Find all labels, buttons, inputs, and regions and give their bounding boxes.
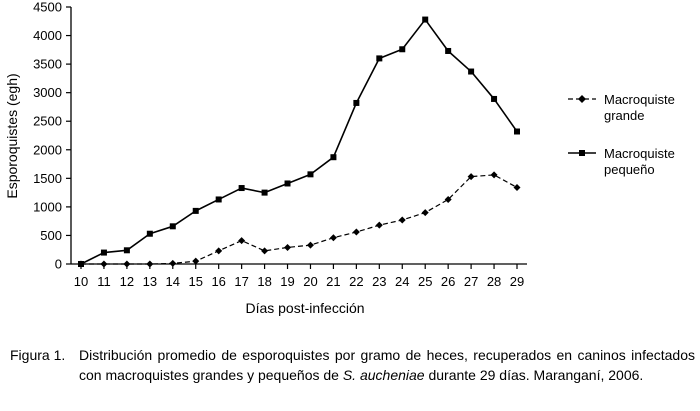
y-tick-label: 500 xyxy=(40,228,62,243)
data-point-pequeno xyxy=(353,99,360,106)
x-tick-label: 24 xyxy=(395,274,409,289)
y-ticks: 0 500 1000 1500 2000 2500 3000 3500 4000 4500 xyxy=(33,0,71,272)
series-line-pequeno xyxy=(80,18,518,265)
plot-area xyxy=(77,16,521,268)
x-tick-label: 21 xyxy=(326,274,340,289)
data-point-pequeno xyxy=(215,196,222,203)
caption-text: Distribución promedio de esporoquistes p… xyxy=(79,345,695,385)
x-tick-label: 11 xyxy=(97,274,111,289)
data-point-grande xyxy=(238,237,246,245)
x-axis-title: Días post-infección xyxy=(245,300,364,316)
x-tick-label: 29 xyxy=(510,274,524,289)
data-point-grande xyxy=(306,241,314,249)
data-point-grande xyxy=(352,228,360,236)
x-tick-label: 19 xyxy=(280,274,294,289)
data-point-grande xyxy=(375,221,383,229)
x-tick-label: 14 xyxy=(166,274,180,289)
legend-item-grande: Macroquiste grande xyxy=(568,92,675,123)
caption-species-name: S. aucheniae xyxy=(342,367,425,383)
data-point-pequeno xyxy=(78,261,84,267)
x-tick-label: 28 xyxy=(487,274,501,289)
x-tick-label: 20 xyxy=(303,274,317,289)
data-point-grande xyxy=(444,195,452,203)
data-point-pequeno xyxy=(169,223,176,230)
data-point-grande xyxy=(490,171,498,179)
y-tick-label: 1000 xyxy=(33,199,62,214)
y-tick-label: 4500 xyxy=(33,0,62,15)
data-point-pequeno xyxy=(146,230,153,237)
y-tick-label: 2500 xyxy=(33,114,62,129)
series-line-grande xyxy=(81,174,518,265)
y-tick-label: 3500 xyxy=(33,57,62,72)
legend-item-pequeno: Macroquiste pequeño xyxy=(568,146,675,177)
caption-text-part1: Distribución promedio de esporoquistes p… xyxy=(79,347,695,383)
x-tick-label: 10 xyxy=(74,274,88,289)
data-point-grande xyxy=(192,257,200,265)
caption-text-part2: durante 29 días. Maranganí, 2006. xyxy=(424,367,644,383)
legend: Macroquiste grande Macroquiste pequeño xyxy=(568,92,675,177)
y-tick-label: 0 xyxy=(55,257,62,272)
x-tick-label: 22 xyxy=(349,274,363,289)
data-point-pequeno xyxy=(491,95,498,102)
legend-label-grande-2: grande xyxy=(604,108,644,123)
data-point-pequeno xyxy=(100,249,107,256)
y-tick-label: 3000 xyxy=(33,85,62,100)
x-tick-label: 27 xyxy=(464,274,478,289)
data-point-pequeno xyxy=(284,180,291,187)
data-point-pequeno xyxy=(261,189,268,196)
data-point-grande xyxy=(329,234,337,242)
x-tick-label: 15 xyxy=(189,274,203,289)
x-ticks: 10 11 12 13 14 15 16 17 18 19 20 21 22 23 24 25 26 27 28 29 xyxy=(74,264,524,289)
data-point-pequeno xyxy=(445,47,452,54)
data-point-pequeno xyxy=(399,46,406,53)
data-point-pequeno xyxy=(422,16,429,23)
caption-label: Figura 1. xyxy=(10,347,66,363)
data-point-pequeno xyxy=(192,207,199,214)
data-point-pequeno xyxy=(330,154,337,161)
x-tick-label: 12 xyxy=(120,274,134,289)
x-tick-label: 17 xyxy=(234,274,248,289)
legend-label-pequeno-1: Macroquiste xyxy=(604,146,675,161)
x-tick-label: 25 xyxy=(418,274,432,289)
x-tick-label: 26 xyxy=(441,274,455,289)
x-tick-label: 18 xyxy=(257,274,271,289)
data-point-grande xyxy=(261,247,269,255)
y-tick-label: 4000 xyxy=(33,28,62,43)
data-point-grande xyxy=(284,243,292,251)
y-axis-title: Esporoquistes (egh) xyxy=(4,73,20,198)
data-point-pequeno xyxy=(376,55,383,62)
data-point-grande xyxy=(146,260,154,268)
data-point-grande xyxy=(123,260,131,268)
data-point-pequeno xyxy=(123,247,130,254)
x-tick-label: 13 xyxy=(143,274,157,289)
x-tick-label: 16 xyxy=(211,274,225,289)
data-point-grande xyxy=(513,183,521,191)
y-tick-label: 2000 xyxy=(33,142,62,157)
legend-label-grande-1: Macroquiste xyxy=(604,92,675,107)
data-point-grande xyxy=(467,173,475,181)
data-point-pequeno xyxy=(514,128,520,135)
data-point-grande xyxy=(100,260,108,268)
data-point-pequeno xyxy=(238,185,245,192)
y-tick-label: 1500 xyxy=(33,171,62,186)
legend-label-pequeno-2: pequeño xyxy=(604,162,655,177)
x-tick-label: 23 xyxy=(372,274,386,289)
data-point-grande xyxy=(421,209,429,217)
data-point-grande xyxy=(169,259,177,267)
data-point-grande xyxy=(398,216,406,224)
data-point-grande xyxy=(215,247,223,255)
data-point-pequeno xyxy=(468,68,475,75)
data-point-pequeno xyxy=(307,171,314,178)
